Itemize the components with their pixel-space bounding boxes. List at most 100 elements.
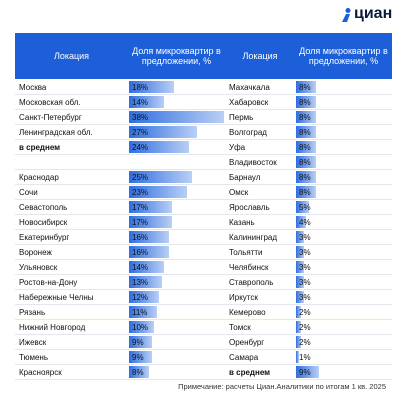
location: Иркутск [229, 293, 258, 302]
share-label: 8% [299, 83, 311, 92]
row [225, 155, 392, 170]
location: Нижний Новгород [19, 323, 86, 332]
location: Севастополь [19, 203, 68, 212]
row [225, 80, 392, 95]
row [15, 335, 225, 350]
location: Калининград [229, 233, 278, 242]
share-label: 25% [132, 173, 149, 182]
location: Набережные Челны [19, 293, 94, 302]
share-bar [129, 231, 169, 243]
share-bar [129, 171, 192, 183]
share-bar [129, 306, 157, 318]
row [225, 230, 392, 245]
row [225, 140, 392, 155]
share-bar [296, 171, 316, 183]
share-label: 9% [299, 368, 311, 377]
row [15, 185, 225, 200]
row [15, 215, 225, 230]
share-label: 11% [132, 308, 148, 317]
location: Хабаровск [229, 98, 269, 107]
share-label: 8% [299, 158, 311, 167]
location: Самара [229, 353, 259, 362]
row [225, 335, 392, 350]
share-label: 5% [299, 203, 311, 212]
share-bar [129, 201, 172, 213]
share-bar [296, 321, 301, 333]
location: Тюмень [19, 353, 48, 362]
share-bar [129, 126, 197, 138]
location: Новосибирск [19, 218, 68, 227]
row [15, 245, 225, 260]
location: Пермь [229, 113, 254, 122]
share-bar [296, 111, 316, 123]
header-share: Доля микроквартир в предложении, % [128, 33, 225, 79]
logo: циан [354, 5, 393, 22]
location: Екатеринбург [19, 233, 70, 242]
share-bar [296, 156, 316, 168]
row [225, 95, 392, 110]
location: Сочи [19, 188, 38, 197]
share-bar [129, 141, 189, 153]
share-label: 13% [132, 278, 149, 287]
row [15, 125, 225, 140]
share-bar [296, 351, 299, 363]
row [15, 320, 225, 335]
row [225, 290, 392, 305]
row [225, 275, 392, 290]
share-bar [296, 336, 301, 348]
row [225, 215, 392, 230]
share-bar [296, 126, 316, 138]
row [15, 350, 225, 365]
location: Московская обл. [19, 98, 81, 107]
row [225, 170, 392, 185]
location: Ленинградская обл. [19, 128, 93, 137]
share-label: 8% [299, 128, 311, 137]
share-label: 3% [299, 293, 311, 302]
row [225, 320, 392, 335]
share-bar [296, 231, 304, 243]
share-bar [129, 351, 152, 363]
header-location: Локация [225, 33, 295, 79]
share-bar [296, 261, 304, 273]
header-location: Локация [15, 33, 128, 79]
location: Волгоград [229, 128, 267, 137]
share-label: 3% [299, 278, 311, 287]
location: Воронеж [19, 248, 52, 257]
row [15, 260, 225, 275]
share-label: 8% [132, 368, 144, 377]
share-label: 3% [299, 263, 311, 272]
location: Уфа [229, 143, 246, 152]
row [15, 80, 225, 95]
share-label: 27% [132, 128, 149, 137]
row [225, 110, 392, 125]
row [15, 170, 225, 185]
row [15, 200, 225, 215]
share-label: 2% [299, 338, 311, 347]
share-label: 8% [299, 173, 311, 182]
location: Барнаул [229, 173, 261, 182]
share-bar [296, 201, 309, 213]
location: Владивосток [229, 158, 277, 167]
share-bar [296, 186, 316, 198]
row [15, 140, 225, 155]
row [15, 365, 225, 380]
row [225, 245, 392, 260]
location: Махачкала [229, 83, 270, 92]
row [225, 350, 392, 365]
location: в среднем [229, 368, 271, 377]
share-bar [296, 366, 319, 378]
share-label: 9% [132, 353, 144, 362]
location: Томск [229, 323, 251, 332]
location: Челябинск [229, 263, 269, 272]
share-label: 38% [132, 113, 149, 122]
share-label: 4% [299, 218, 311, 227]
share-label: 16% [132, 233, 149, 242]
logo-icon [342, 8, 351, 22]
share-label: 1% [299, 353, 311, 362]
location: в среднем [19, 143, 61, 152]
location: Ижевск [19, 338, 47, 347]
location: Тольятти [229, 248, 263, 257]
share-bar [129, 261, 164, 273]
location: Санкт-Петербург [19, 113, 82, 122]
